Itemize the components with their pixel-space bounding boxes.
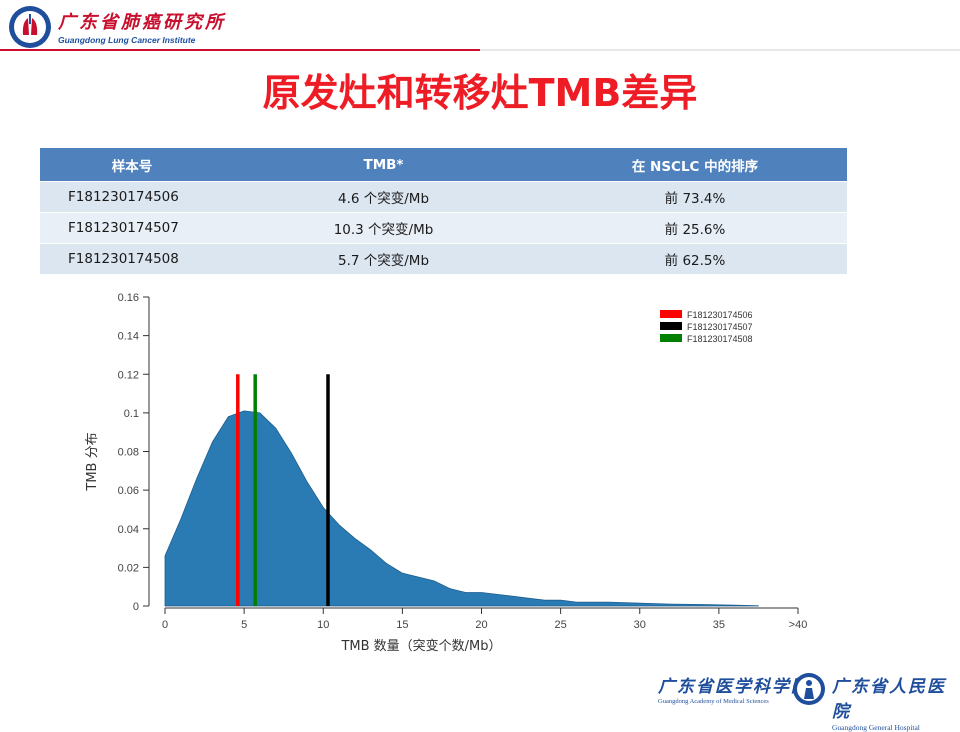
y-tick-label: 0.06: [118, 485, 139, 497]
x-tick-label: 20: [475, 619, 487, 631]
table-cell-rank: 前 73.4%: [543, 181, 847, 213]
table-header-tmb: TMB*: [224, 148, 543, 182]
header-divider: [0, 49, 960, 51]
x-tick-label: >40: [789, 619, 808, 631]
legend-swatch: [660, 334, 682, 342]
table-row: F181230174508 5.7 个突变/Mb 前 62.5%: [40, 243, 847, 274]
tmb-distribution-chart: 0 0.02 0.04 0.06 0.08 0.1 0.12 0.14 0.16 0 5 10 15 20…: [85, 292, 808, 654]
institute-name-cn: 广东省肺癌研究所: [58, 12, 226, 33]
table-header-rank: 在 NSCLC 中的排序: [543, 148, 847, 182]
hospital-logo-icon: [793, 673, 825, 705]
x-tick-label: 0: [162, 619, 168, 631]
legend-swatch: [660, 322, 682, 330]
table-header-row: 样本号 TMB* 在 NSCLC 中的排序: [40, 148, 847, 182]
academy-name-cn: 广东省医学科学院: [658, 677, 810, 697]
hospital-name-en: Guangdong General Hospital: [832, 723, 920, 732]
table-row: F181230174507 10.3 个突变/Mb 前 25.6%: [40, 212, 847, 244]
institute-logo-icon: [9, 6, 51, 48]
y-tick-label: 0.08: [118, 447, 139, 459]
y-tick-label: 0.16: [118, 292, 139, 304]
table-cell-rank: 前 25.6%: [543, 212, 847, 244]
x-tick-label: 30: [634, 619, 646, 631]
legend-label: F181230174508: [687, 334, 753, 344]
y-tick-label: 0.14: [118, 331, 139, 343]
table-cell-tmb: 10.3 个突变/Mb: [224, 212, 543, 244]
y-tick-label: 0.02: [118, 562, 139, 574]
hospital-name-cn: 广东省人民医院: [832, 677, 946, 722]
x-tick-label: 10: [317, 619, 329, 631]
tmb-table: 样本号 TMB* 在 NSCLC 中的排序 F181230174506 4.6 …: [40, 148, 847, 274]
x-tick-label: 25: [555, 619, 567, 631]
table-cell-sample: F181230174507: [40, 212, 224, 244]
y-tick-label: 0.04: [118, 524, 139, 536]
table-cell-sample: F181230174506: [40, 181, 224, 213]
legend-swatch: [660, 310, 682, 318]
table-cell-tmb: 5.7 个突变/Mb: [224, 243, 543, 274]
x-tick-label: 35: [713, 619, 725, 631]
institute-name-en: Guangdong Lung Cancer Institute: [58, 35, 196, 45]
institute-header: 广东省肺癌研究所 Guangdong Lung Cancer Institute: [58, 8, 226, 45]
y-tick-label: 0.12: [118, 369, 139, 381]
legend-label: F181230174506: [687, 310, 753, 320]
academy-logo-text: 广东省医学科学院 Guangdong Academy of Medical Sc…: [658, 672, 810, 705]
y-axis-label: TMB 分布: [85, 432, 100, 491]
table-cell-sample: F181230174508: [40, 243, 224, 274]
slide-title: 原发灶和转移灶TMB差异: [262, 71, 698, 115]
hospital-logo-text: 广东省人民医院 Guangdong General Hospital: [832, 672, 960, 732]
academy-name-en: Guangdong Academy of Medical Sciences: [658, 698, 769, 705]
legend-label: F181230174507: [687, 322, 753, 332]
table-cell-tmb: 4.6 个突变/Mb: [224, 181, 543, 213]
table-header-sample: 样本号: [40, 148, 224, 182]
x-tick-label: 5: [241, 619, 247, 631]
table-cell-rank: 前 62.5%: [543, 243, 847, 274]
y-tick-label: 0: [133, 601, 139, 613]
y-tick-label: 0.1: [124, 408, 139, 420]
distribution-area: [164, 410, 759, 607]
x-axis-label: TMB 数量（突变个数/Mb）: [340, 638, 501, 654]
x-tick-label: 15: [396, 619, 408, 631]
table-row: F181230174506 4.6 个突变/Mb 前 73.4%: [40, 181, 847, 213]
